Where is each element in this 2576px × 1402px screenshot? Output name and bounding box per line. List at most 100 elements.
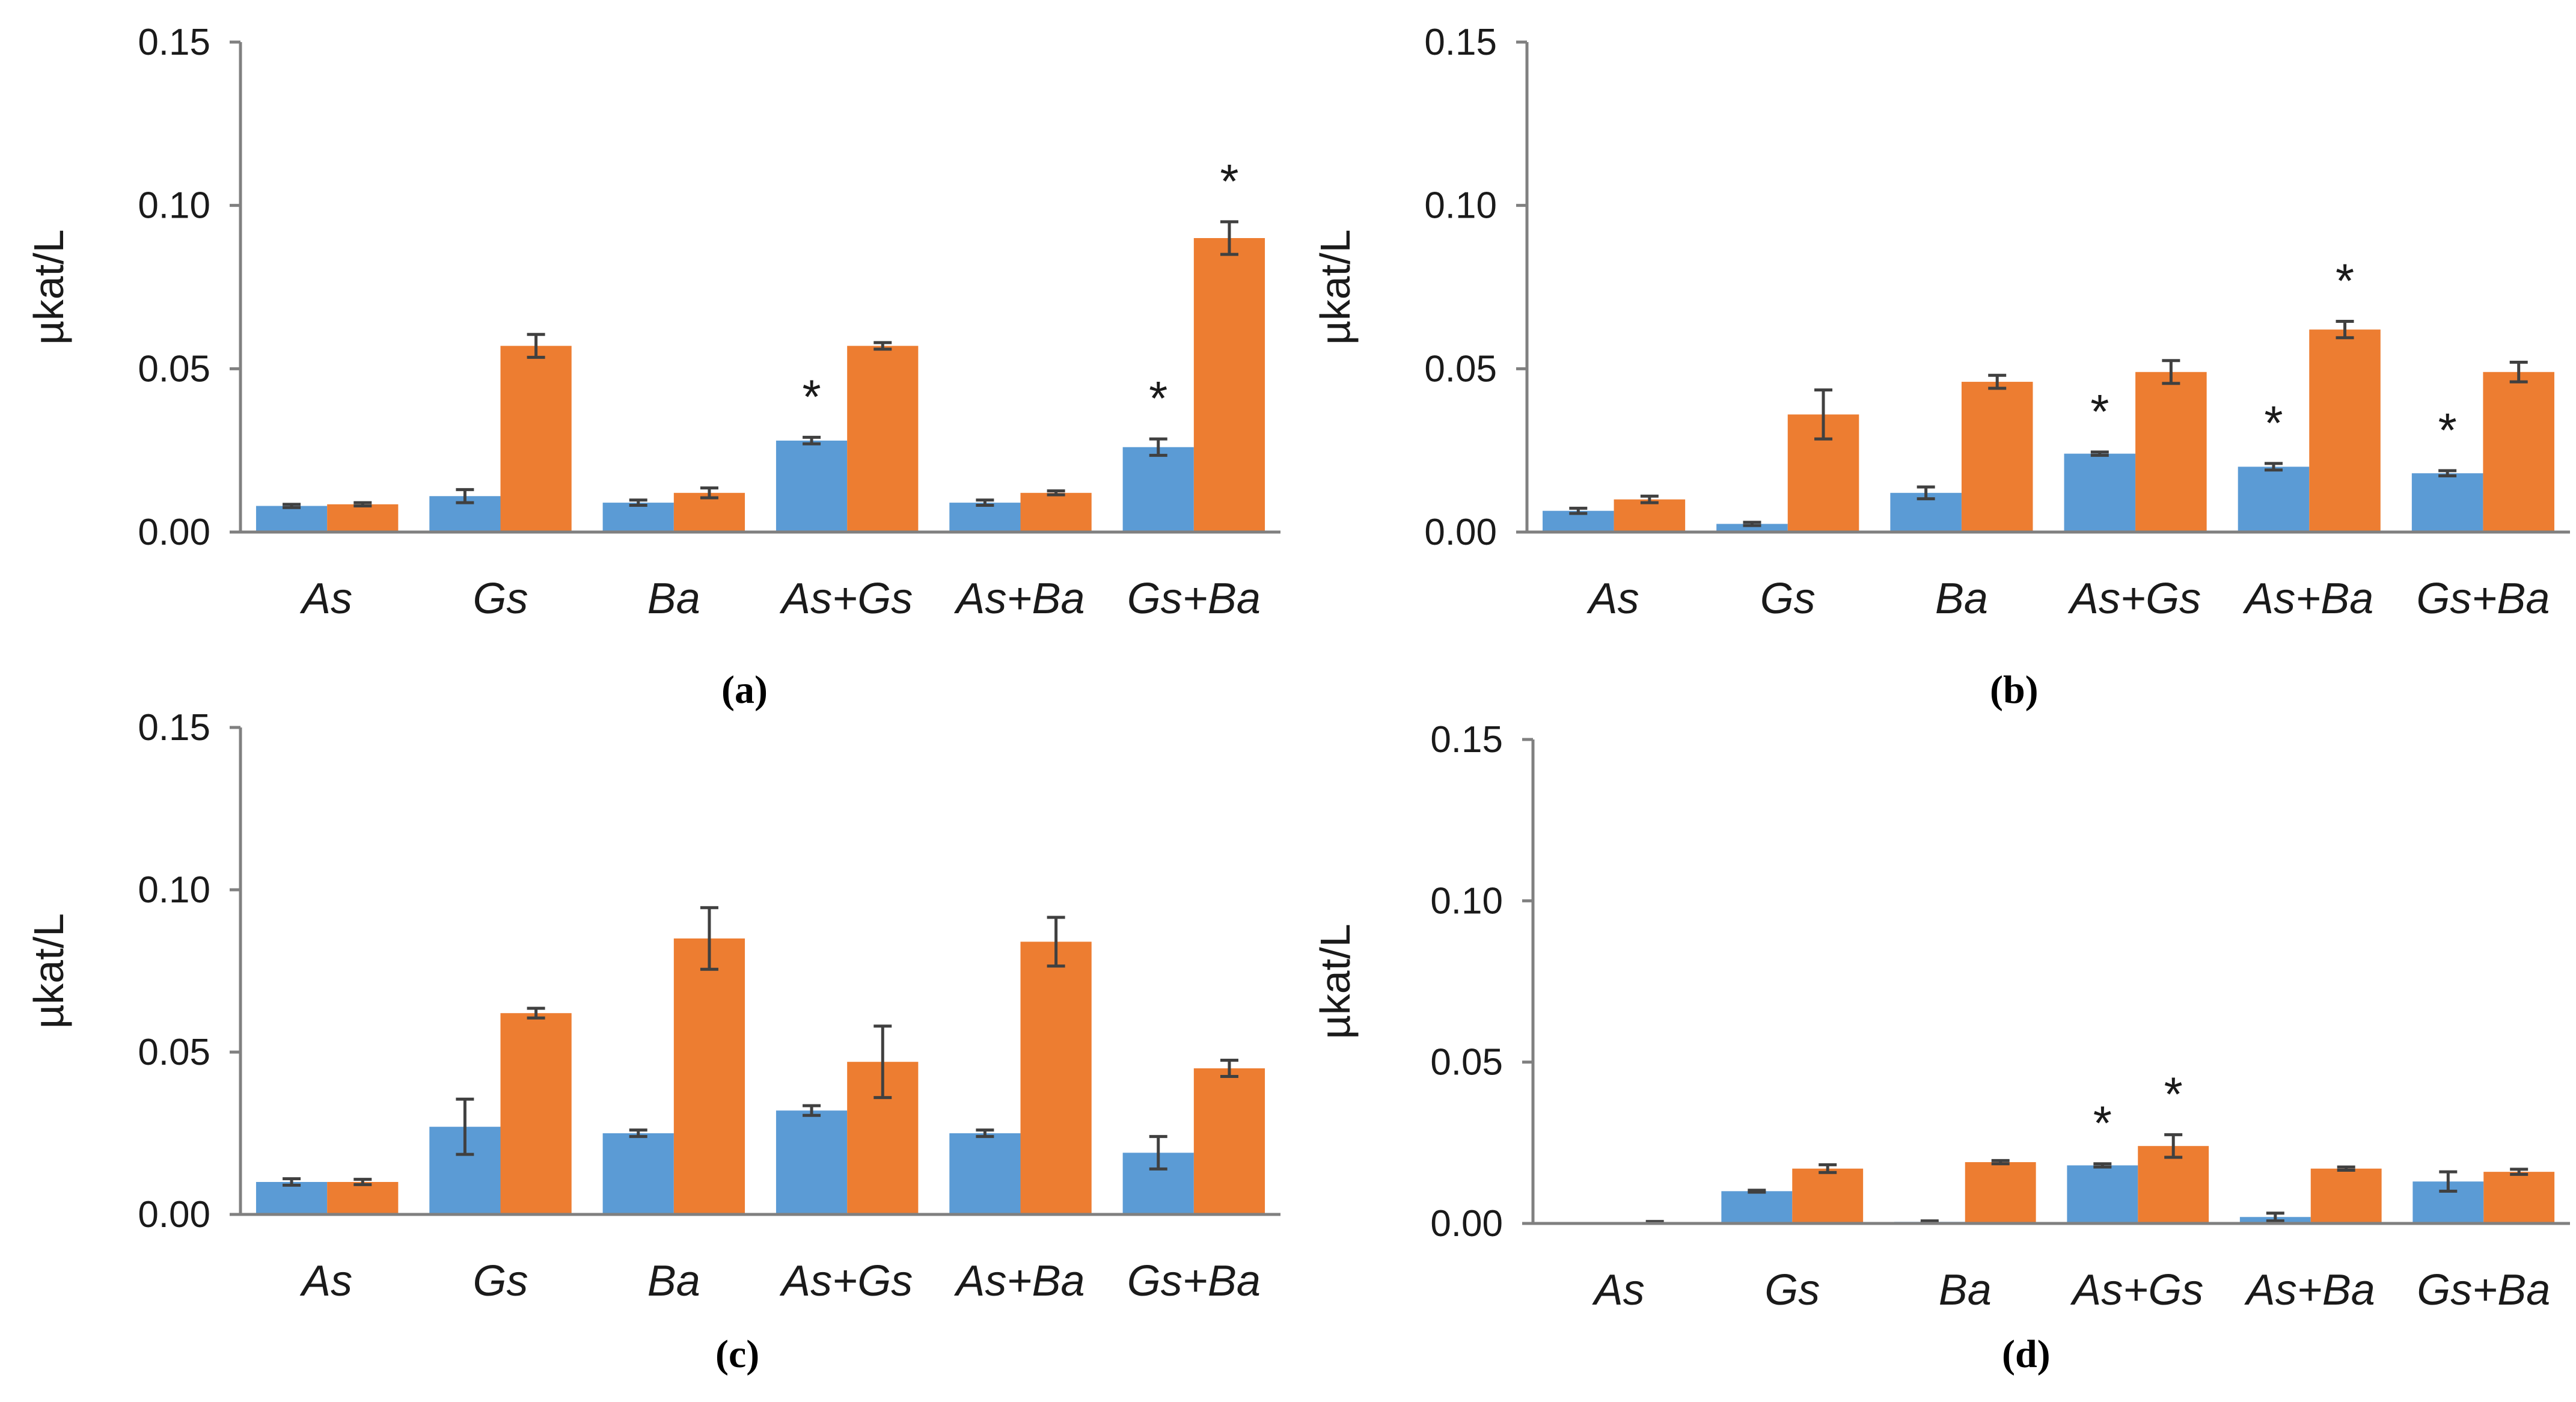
bar-series1 <box>602 1133 674 1214</box>
y-tick-label: 0.15 <box>1424 22 1497 63</box>
x-category-label: Gs <box>1764 1266 1820 1314</box>
significance-marker: * <box>1149 372 1167 425</box>
chart-panel-c: 0.00 0.05 0.10 0.15 µkat/L As Gs Ba As+Gs As+Ba Gs… <box>0 691 1286 1347</box>
x-category-label: Gs <box>473 575 528 623</box>
panel-label-a: (a) <box>721 668 768 712</box>
bar-series2 <box>500 346 572 532</box>
bar-series1 <box>1122 447 1194 532</box>
x-category-label: Gs <box>473 1257 528 1305</box>
x-category-label: As+Gs <box>779 575 913 623</box>
significance-marker: * <box>2164 1067 2183 1121</box>
significance-marker: * <box>2093 1097 2112 1150</box>
bar-series2 <box>1965 1162 2036 1223</box>
bar-series2 <box>847 346 919 532</box>
bar-series2 <box>2138 1146 2209 1223</box>
y-tick-label: 0.05 <box>138 1032 210 1073</box>
x-category-label: As+Ba <box>2242 575 2373 623</box>
bar-series2 <box>2309 329 2381 532</box>
bar-series2 <box>1020 941 1092 1214</box>
y-tick-label: 0.10 <box>1430 880 1503 922</box>
chart-panel-d: 0.00 0.05 0.10 0.15 µkat/L As Gs Ba As+Gs As+Ba Gs… <box>1286 691 2576 1347</box>
chart-d-svg: 0.00 0.05 0.10 0.15 µkat/L As Gs Ba As+Gs As+Ba Gs… <box>1312 719 2570 1314</box>
x-category-label: As <box>1586 575 1639 623</box>
y-axis-label: µkat/L <box>25 229 72 344</box>
x-category-label: As+Ba <box>2244 1266 2375 1314</box>
bar-series2 <box>1193 1068 1265 1214</box>
bar-series2 <box>2135 372 2207 532</box>
bar-series2 <box>327 1182 399 1214</box>
bar-series1 <box>1716 524 1788 532</box>
x-category-label: Ba <box>647 1257 700 1305</box>
bar-series1 <box>949 1133 1021 1214</box>
y-tick-label: 0.15 <box>138 22 210 63</box>
bar-series1 <box>602 503 674 532</box>
significance-marker: * <box>2264 396 2283 450</box>
y-tick-label: 0.05 <box>1424 348 1497 390</box>
y-tick-label: 0.10 <box>138 869 210 911</box>
chart-b-svg: 0.00 0.05 0.10 0.15 µkat/L As Gs Ba As+Gs As+Ba Gs… <box>1312 22 2570 623</box>
y-tick-label: 0.00 <box>138 512 210 553</box>
x-category-label: Gs+Ba <box>1127 1257 1261 1305</box>
bar-series2 <box>2483 1172 2555 1223</box>
x-category-label: As+Ba <box>953 575 1085 623</box>
y-tick-label: 0.10 <box>138 185 210 227</box>
significance-marker: * <box>1220 155 1238 208</box>
bar-series1 <box>255 1182 328 1214</box>
x-category-label: Gs+Ba <box>2416 575 2550 623</box>
y-tick-label: 0.00 <box>138 1194 210 1235</box>
y-tick-label: 0.15 <box>138 707 210 748</box>
bar-series2 <box>1020 492 1092 532</box>
x-category-label: As <box>299 1257 352 1305</box>
y-tick-label: 0.10 <box>1424 185 1497 227</box>
bar-series2 <box>1193 238 1265 532</box>
chart-c-svg: 0.00 0.05 0.10 0.15 µkat/L As Gs Ba As+Gs As+Ba Gs… <box>25 707 1280 1305</box>
y-tick-label: 0.05 <box>1430 1042 1503 1083</box>
x-category-label: As+Ba <box>953 1257 1085 1305</box>
x-category-label: As+Gs <box>2070 1266 2203 1314</box>
significance-marker: * <box>2336 254 2354 308</box>
bar-series1 <box>2411 473 2483 532</box>
bar-series2 <box>2310 1168 2382 1223</box>
bar-series1 <box>1721 1191 1793 1223</box>
y-axis-label: µkat/L <box>1312 229 1359 344</box>
y-tick-label: 0.15 <box>1430 719 1503 761</box>
chart-panel-b: 0.00 0.05 0.10 0.15 µkat/L As Gs Ba As+Gs As+Ba Gs… <box>1286 0 2576 655</box>
panel-label-c: (c) <box>715 1332 760 1376</box>
y-axis-label: µkat/L <box>25 913 72 1029</box>
x-category-label: As+Gs <box>2067 575 2201 623</box>
x-category-label: Gs+Ba <box>1127 575 1261 623</box>
bar-series2 <box>673 492 745 532</box>
x-category-label: Ba <box>1939 1266 1992 1314</box>
bar-series1 <box>776 440 848 532</box>
x-category-label: As+Gs <box>779 1257 913 1305</box>
y-tick-label: 0.00 <box>1430 1203 1503 1244</box>
y-axis-label: µkat/L <box>1312 923 1359 1039</box>
bar-series1 <box>949 503 1021 532</box>
x-category-label: Ba <box>647 575 700 623</box>
x-category-label: Gs <box>1760 575 1816 623</box>
bar-series1 <box>255 506 328 532</box>
chart-panel-a: 0.00 0.05 0.10 0.15 µkat/L As Gs Ba As+Gs As+Ba Gs… <box>0 0 1286 655</box>
significance-marker: * <box>2090 385 2109 438</box>
bar-series2 <box>673 938 745 1214</box>
bar-series2 <box>1961 382 2033 532</box>
bar-series2 <box>1792 1168 1864 1223</box>
bar-series2 <box>1614 499 1686 532</box>
bar-series2 <box>327 504 399 532</box>
significance-marker: * <box>2438 403 2457 457</box>
y-tick-label: 0.05 <box>138 348 210 390</box>
bar-series1 <box>2067 1165 2138 1223</box>
bar-series2 <box>2483 372 2554 532</box>
bar-series2 <box>500 1013 572 1214</box>
x-category-label: As <box>1592 1266 1645 1314</box>
x-category-label: Ba <box>1935 575 1988 623</box>
bar-series1 <box>2238 467 2310 532</box>
bar-series1 <box>776 1110 848 1214</box>
chart-a-svg: 0.00 0.05 0.10 0.15 µkat/L As Gs Ba As+Gs As+Ba Gs… <box>25 22 1280 623</box>
significance-marker: * <box>802 370 821 423</box>
x-category-label: Gs+Ba <box>2417 1266 2550 1314</box>
panel-label-b: (b) <box>1990 668 2039 712</box>
y-tick-label: 0.00 <box>1424 512 1497 553</box>
bar-series1 <box>2064 453 2136 532</box>
x-category-label: As <box>299 575 352 623</box>
